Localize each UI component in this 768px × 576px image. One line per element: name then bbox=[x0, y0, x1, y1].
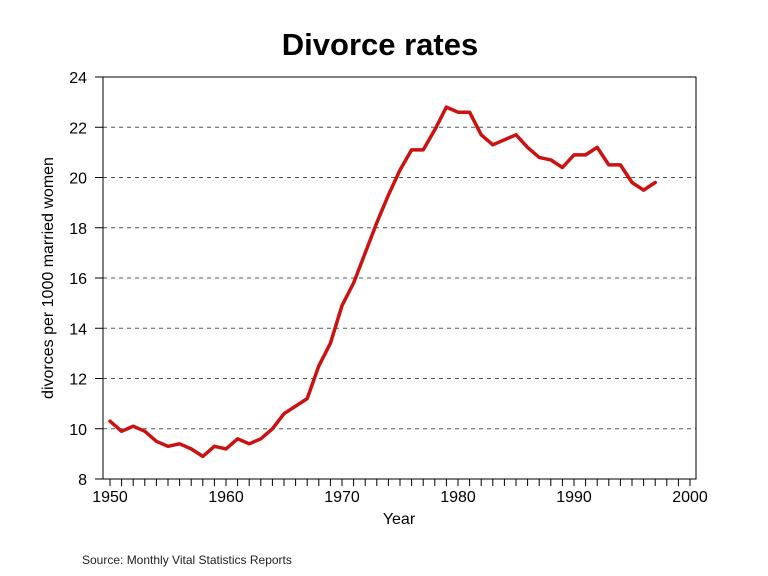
x-tick-label: 1960 bbox=[208, 489, 244, 506]
y-tick-label: 10 bbox=[69, 422, 87, 439]
x-tick-label: 1950 bbox=[92, 489, 128, 506]
y-tick-label: 24 bbox=[69, 70, 87, 87]
x-tick-label: 1990 bbox=[556, 489, 592, 506]
x-axis-label: Year bbox=[383, 511, 416, 528]
y-tick-label: 12 bbox=[69, 372, 87, 389]
divorce-rate-line bbox=[108, 105, 657, 459]
y-tick-label: 16 bbox=[69, 271, 87, 288]
y-axis-ticks: 8 10 12 14 16 18 20 22 24 bbox=[69, 70, 103, 489]
y-tick-label: 20 bbox=[69, 171, 87, 188]
source-note: Source: Monthly Vital Statistics Reports bbox=[82, 553, 292, 567]
x-tick-label: 2000 bbox=[672, 489, 708, 506]
y-tick-label: 22 bbox=[69, 120, 87, 137]
y-tick-label: 14 bbox=[69, 321, 87, 338]
x-tick-label: 1970 bbox=[324, 489, 360, 506]
plot-frame bbox=[102, 76, 697, 480]
y-gridlines bbox=[103, 126, 696, 430]
y-tick-label: 18 bbox=[69, 221, 87, 238]
chart-title: Divorce rates bbox=[282, 27, 478, 62]
x-tick-label: 1980 bbox=[440, 489, 476, 506]
y-axis-label: divorces per 1000 married women bbox=[40, 157, 57, 399]
x-axis-ticks: 1950 1960 1970 1980 1990 2000 bbox=[92, 478, 708, 506]
y-tick-label: 8 bbox=[78, 472, 87, 489]
